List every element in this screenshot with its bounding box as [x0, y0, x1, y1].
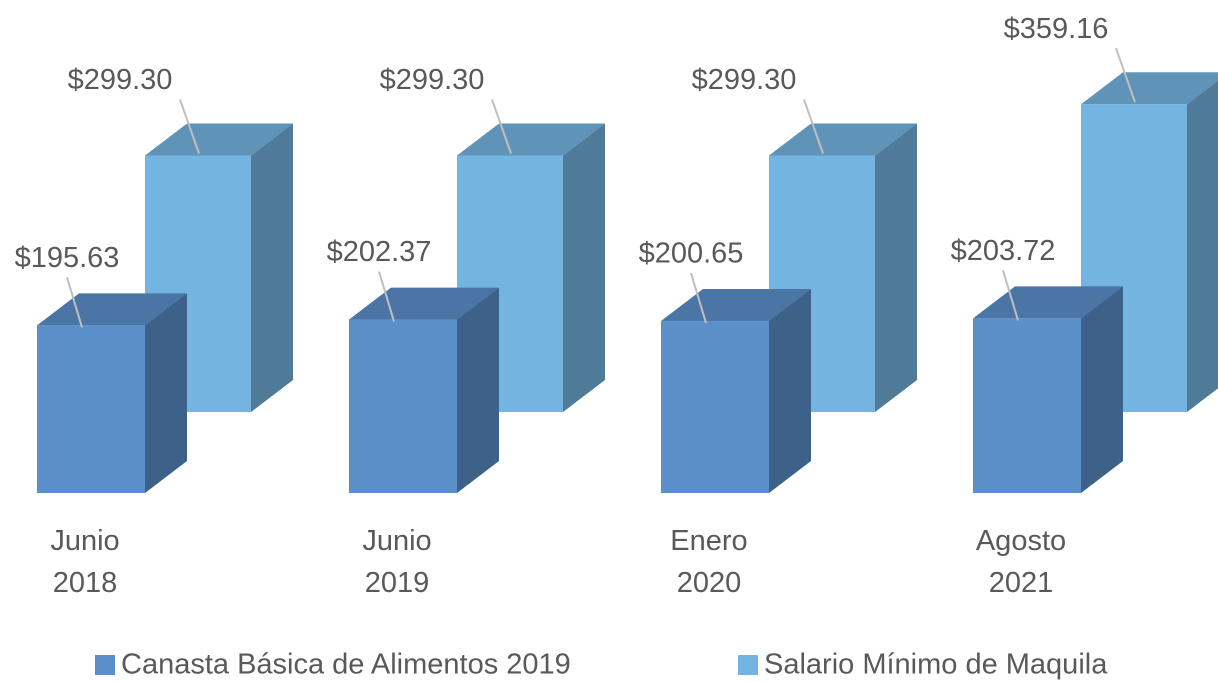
bar-side — [457, 287, 499, 493]
bar-front — [661, 321, 769, 493]
leader-line — [378, 271, 395, 322]
data-label: $202.37 — [327, 236, 432, 268]
bar-top — [1081, 72, 1218, 105]
leader-line — [1002, 270, 1019, 321]
data-label: $299.30 — [68, 64, 173, 96]
data-label: $200.65 — [639, 238, 744, 270]
bar-top — [457, 123, 605, 156]
bar-front — [37, 325, 145, 493]
bar-side — [1187, 80, 1218, 412]
leader-line — [690, 272, 707, 324]
data-label: $195.63 — [15, 242, 120, 274]
bar-side — [563, 123, 605, 412]
bar-top — [769, 123, 917, 156]
data-label: $359.16 — [1004, 13, 1109, 45]
bar-front — [973, 318, 1081, 493]
data-label: $299.30 — [380, 64, 485, 96]
leader-line — [179, 99, 200, 154]
x-tick-label: Agosto 2021 — [975, 525, 1067, 599]
leader-line — [66, 277, 83, 328]
leader-line — [1115, 47, 1136, 103]
legend-label: Salario Mínimo de Maquila — [764, 649, 1108, 681]
bar — [973, 286, 1123, 493]
bar-front — [349, 319, 457, 493]
bar — [349, 287, 499, 493]
x-tick-label: Junio 2019 — [362, 525, 432, 599]
bar — [37, 293, 187, 493]
bar-side — [145, 293, 187, 493]
bar-side — [251, 123, 293, 412]
data-label: $203.72 — [951, 235, 1056, 267]
bar-side — [1081, 286, 1123, 493]
legend-label: Canasta Básica de Alimentos 2019 — [121, 649, 571, 681]
leader-line — [803, 99, 824, 154]
leader-line — [491, 99, 512, 154]
x-tick-label: Junio 2018 — [50, 525, 120, 599]
bar — [661, 289, 811, 493]
bar-side — [875, 123, 917, 412]
legend-swatch — [738, 655, 758, 675]
bar-side — [769, 289, 811, 493]
bar-top — [145, 123, 293, 156]
legend-swatch — [95, 655, 115, 675]
data-label: $299.30 — [692, 64, 797, 96]
x-tick-label: Enero 2020 — [670, 525, 748, 599]
